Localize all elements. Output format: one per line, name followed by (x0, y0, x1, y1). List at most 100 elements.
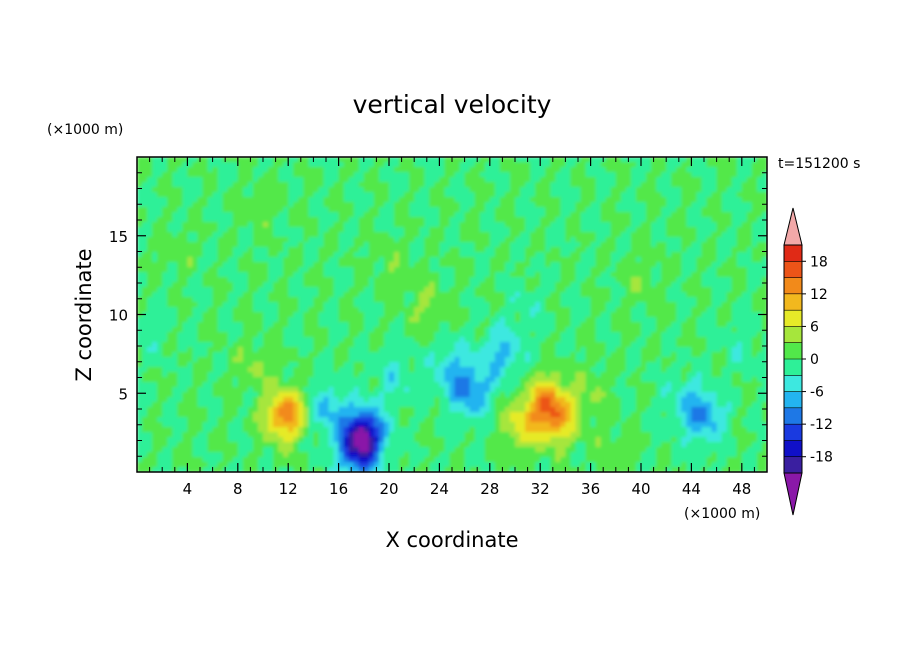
field-cell (338, 322, 345, 328)
field-cell (681, 337, 687, 343)
field-cell (484, 337, 491, 343)
field-cell (696, 257, 703, 263)
field-cell (625, 292, 632, 298)
field-cell (656, 162, 662, 168)
field-cell (293, 257, 299, 263)
field-cell (343, 322, 350, 328)
field-cell (736, 257, 743, 263)
field-cell (686, 207, 692, 213)
field-cell (449, 342, 456, 348)
field-cell (368, 247, 375, 253)
field-cell (414, 312, 420, 318)
field-cell (142, 187, 148, 193)
field-cell (293, 192, 299, 198)
field-cell (353, 312, 360, 318)
field-cell (318, 247, 325, 253)
field-cell (756, 327, 763, 333)
field-cell (197, 242, 204, 248)
field-cell (182, 202, 188, 208)
field-cell (278, 317, 284, 323)
field-cell (278, 282, 284, 288)
field-cell (383, 172, 390, 178)
field-cell (363, 317, 370, 323)
field-cell (515, 277, 521, 283)
field-cell (303, 222, 309, 228)
field-cell (696, 222, 703, 228)
field-cell (474, 227, 481, 233)
field-cell (142, 222, 148, 228)
field-cell (641, 322, 647, 328)
field-cell (162, 162, 168, 168)
field-cell (716, 242, 723, 248)
field-cell (600, 202, 607, 208)
field-cell (373, 227, 380, 233)
field-cell (328, 247, 335, 253)
field-cell (630, 292, 637, 298)
field-cell (711, 192, 718, 198)
field-cell (343, 312, 350, 318)
field-cell (313, 167, 320, 173)
field-cell (439, 307, 446, 313)
field-cell (263, 342, 269, 348)
field-cell (449, 202, 456, 208)
field-cell (222, 292, 229, 298)
field-cell (348, 342, 355, 348)
field-cell (625, 322, 632, 328)
field-cell (474, 267, 481, 273)
field-cell (217, 262, 224, 268)
field-cell (424, 307, 430, 313)
field-cell (489, 327, 496, 333)
field-cell (394, 222, 400, 228)
field-cell (530, 167, 536, 173)
field-cell (227, 327, 234, 333)
field-cell (666, 182, 672, 188)
field-cell (177, 172, 183, 178)
field-cell (585, 187, 592, 193)
field-cell (646, 227, 652, 233)
field-cell (212, 217, 219, 223)
field-cell (635, 272, 642, 278)
field-cell (257, 187, 264, 193)
field-cell (560, 332, 566, 338)
field-cell (741, 317, 748, 323)
field-cell (620, 197, 627, 203)
field-cell (635, 322, 642, 328)
field-cell (378, 177, 385, 183)
field-cell (706, 262, 713, 268)
field-cell (691, 172, 698, 178)
field-cell (494, 247, 501, 253)
field-cell (565, 157, 572, 163)
field-cell (293, 187, 299, 193)
field-cell (515, 202, 521, 208)
field-cell (691, 232, 698, 238)
field-cell (378, 172, 385, 178)
field-cell (222, 162, 229, 168)
field-cell (394, 212, 400, 218)
field-cell (217, 257, 224, 263)
field-cell (550, 192, 556, 198)
field-cell (711, 352, 718, 358)
field-cell (696, 167, 703, 173)
field-cell (409, 302, 415, 308)
field-cell (202, 322, 209, 328)
field-cell (479, 332, 486, 338)
field-cell (389, 237, 395, 243)
field-cell (520, 187, 526, 193)
field-cell (182, 212, 188, 218)
field-cell (716, 197, 723, 203)
field-cell (751, 347, 758, 353)
field-cell (620, 277, 627, 283)
field-cell (308, 237, 314, 243)
field-cell (560, 182, 566, 188)
field-cell (575, 302, 582, 308)
field-cell (383, 187, 390, 193)
field-cell (177, 232, 183, 238)
field-cell (247, 262, 254, 268)
field-cell (646, 247, 652, 253)
field-cell (469, 267, 476, 273)
field-cell (293, 287, 299, 293)
field-cell (202, 212, 209, 218)
field-cell (585, 252, 592, 258)
field-cell (172, 222, 178, 228)
field-cell (257, 327, 264, 333)
